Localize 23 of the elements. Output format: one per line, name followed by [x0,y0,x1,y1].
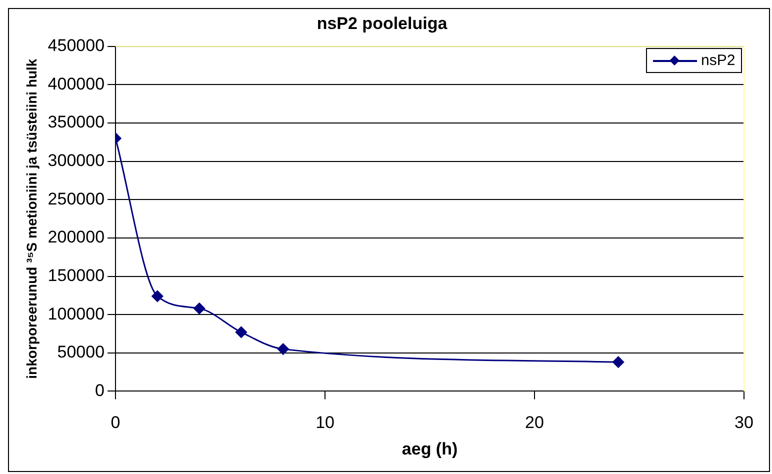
legend-label: nsP2 [701,52,736,70]
x-tick-label: 20 [525,413,544,432]
x-tick-label: 0 [110,413,120,432]
y-tick-label: 200000 [48,228,105,247]
chart-title: nsP2 pooleluiga [316,14,448,33]
y-axis-title: inkorporeerunud ³⁵S metioniini ja tsüsteiini hulk [23,58,40,379]
y-tick-label: 300000 [48,151,105,170]
x-tick-label: 10 [316,413,334,432]
y-tick-label: 0 [95,380,105,400]
y-tick-label: 150000 [48,266,105,285]
y-tick-label: 250000 [48,189,105,208]
y-tick-label: 350000 [48,112,105,132]
point [194,302,206,314]
point [235,326,247,338]
point [152,290,164,302]
x-axis-title: aeg (h) [402,439,458,458]
point [612,356,624,368]
x-tick-label: 30 [734,413,754,432]
y-tick-label: 50000 [57,342,105,362]
point [277,343,289,355]
y-tick-label: 400000 [48,74,105,94]
y-tick-label: 450000 [48,36,105,56]
y-tick-label: 100000 [48,304,105,324]
